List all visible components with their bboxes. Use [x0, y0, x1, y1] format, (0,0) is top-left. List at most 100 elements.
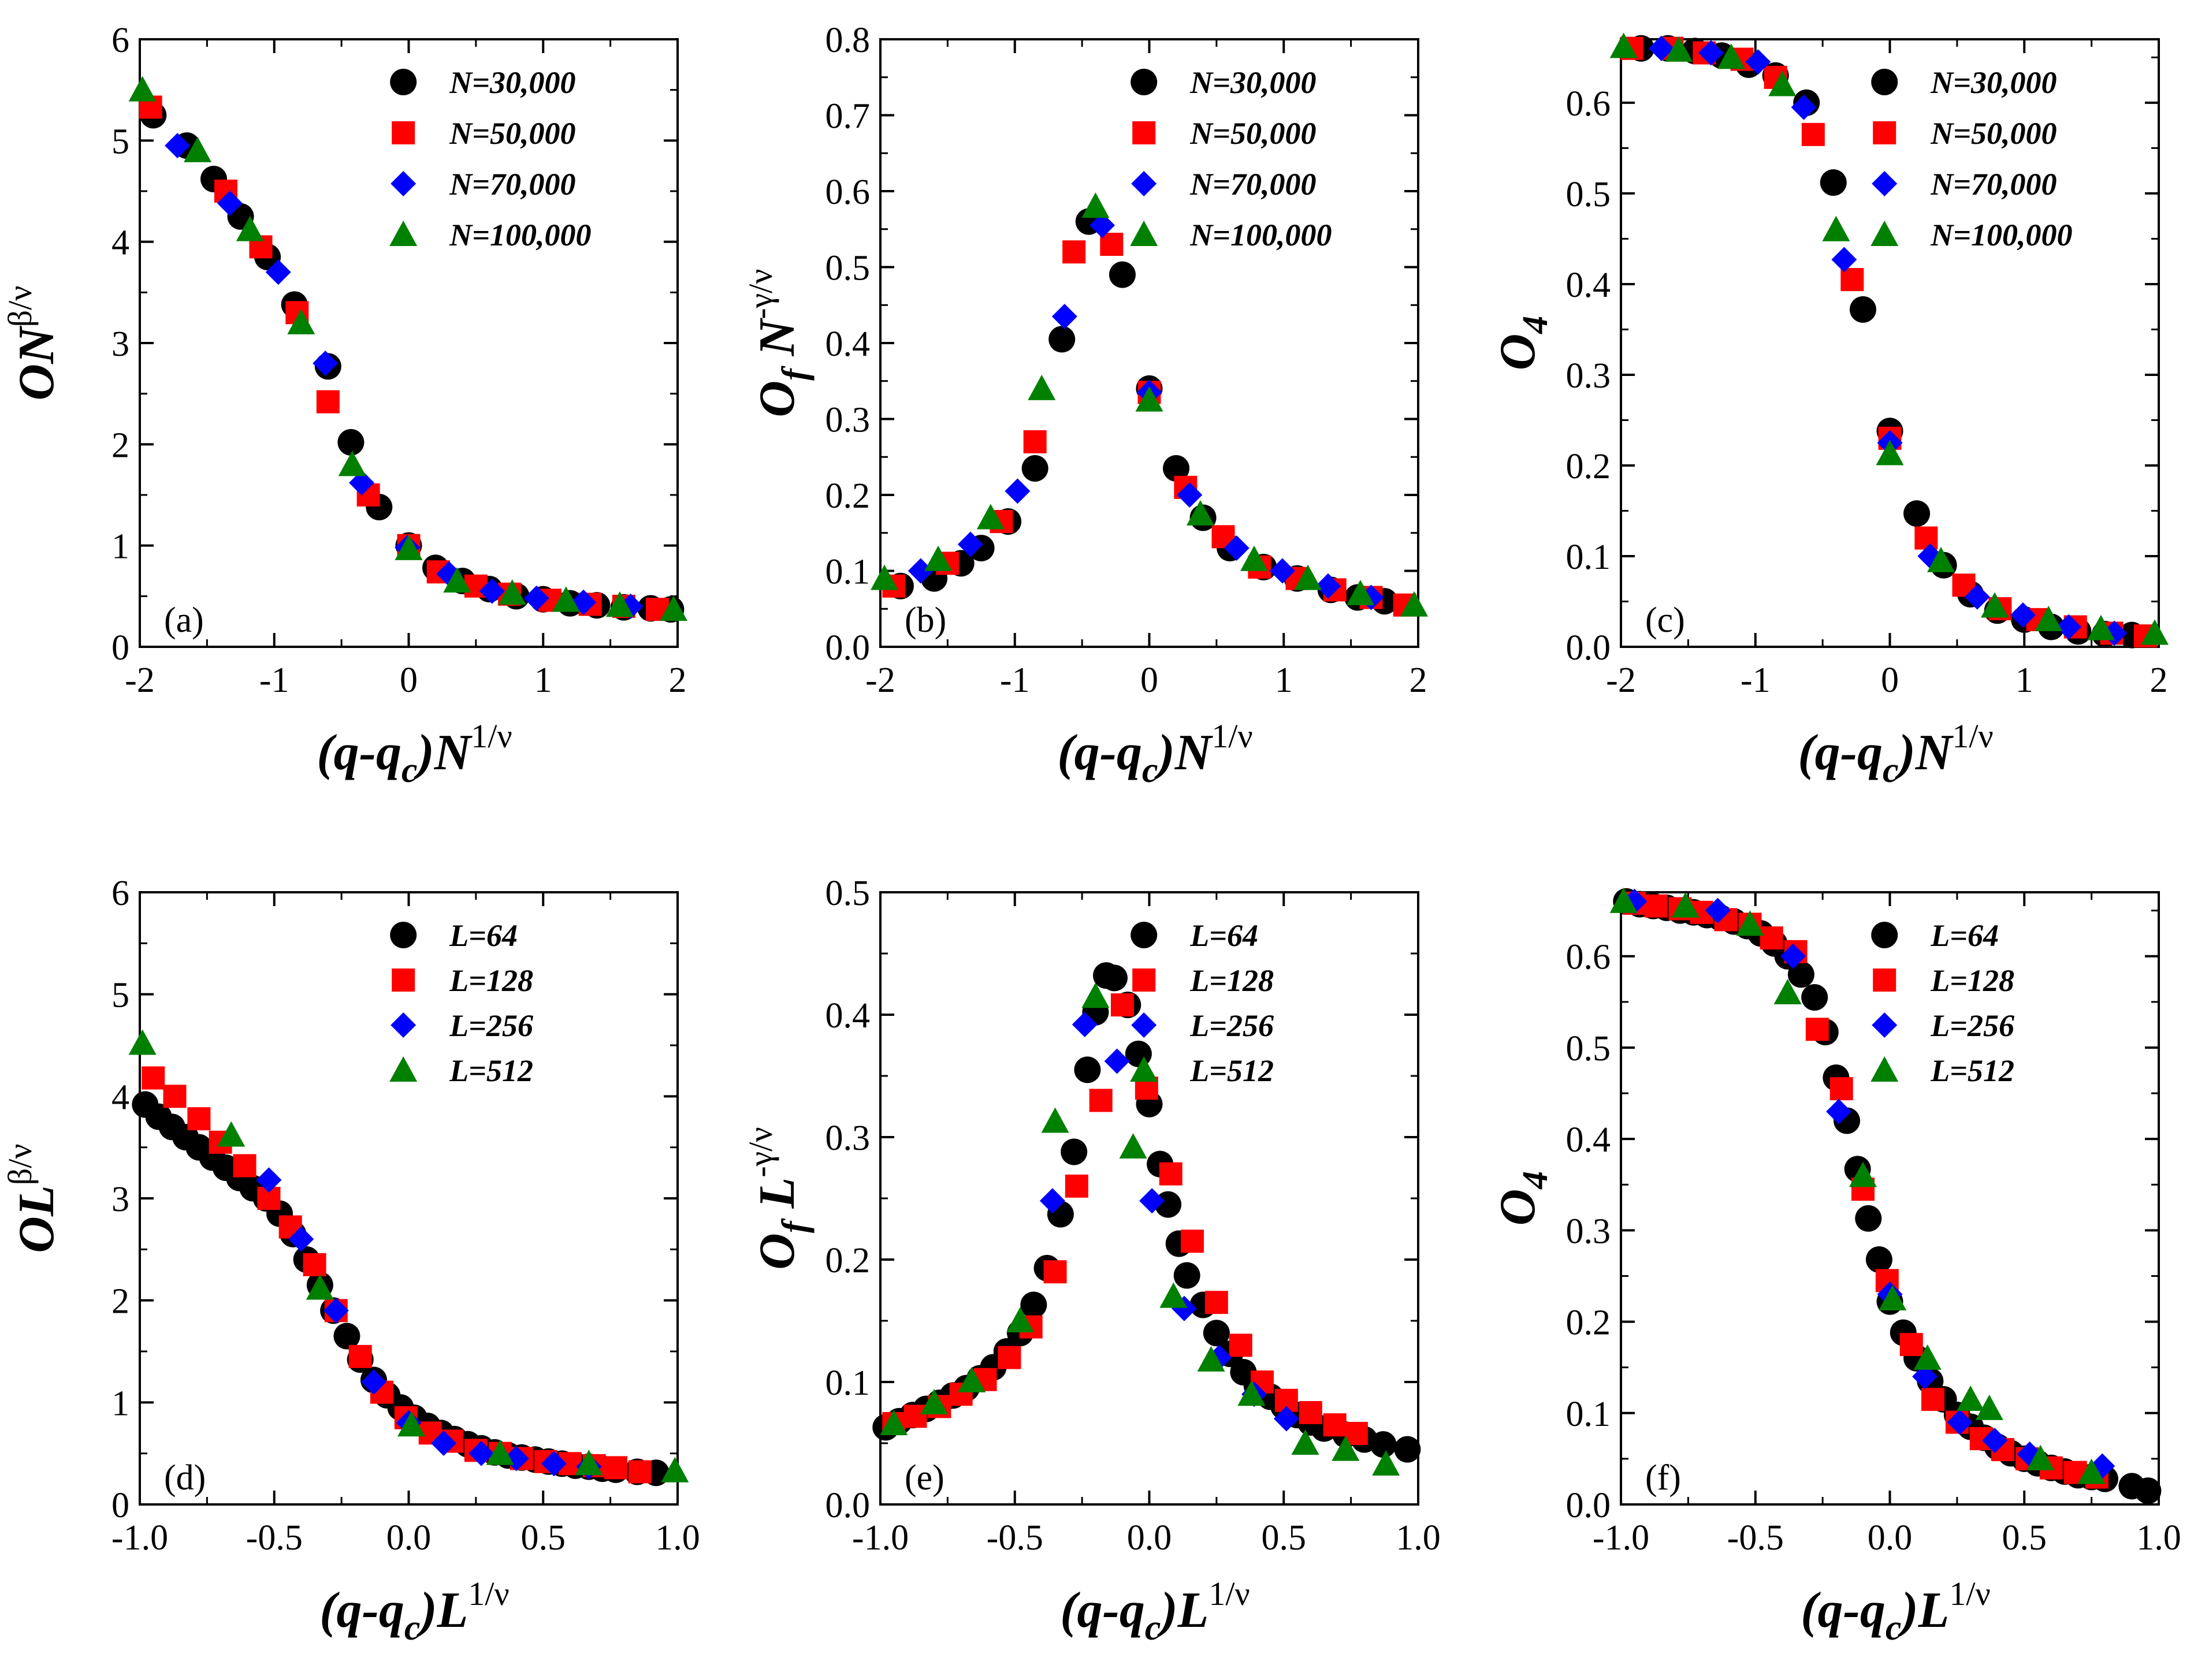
y-tick-label: 0.4 [825, 996, 871, 1035]
panel-b-legend: N=30,000 N=50,000 N=70,000 N=100,000 [1130, 65, 1332, 252]
circle-point [2134, 1477, 2162, 1504]
diamond-point [1051, 303, 1077, 329]
diamond-point [1698, 40, 1724, 66]
x-tick-label: -1 [1741, 661, 1771, 700]
x-tick-label: 0.0 [1868, 1518, 1913, 1558]
square-point [303, 1253, 326, 1276]
panel-tag: (f) [1645, 1458, 1681, 1498]
y-tick-label: 6 [111, 21, 129, 60]
legend-circle-icon [1871, 69, 1898, 95]
diamond-point [1104, 1048, 1130, 1074]
panel-c: -2 -1 0 1 2 0.0 0.1 0.2 0.3 0.4 0.5 0.6 N=30,000 N=50… [1490, 32, 2169, 790]
x-tick-label: 1.0 [655, 1518, 700, 1558]
y-tick-label: 0.2 [1566, 1303, 1611, 1343]
circle-point [333, 1323, 360, 1350]
triangle-point [395, 534, 423, 560]
y-tick-label: 0 [111, 1486, 129, 1525]
diamond-point [265, 259, 291, 285]
x-axis-label: (q-qc)L1/ν [1801, 1575, 1991, 1648]
square-point [1299, 1401, 1322, 1424]
x-tick-label: 0.5 [521, 1518, 566, 1558]
triangle-point [2077, 1458, 2106, 1484]
diamond-point [1273, 1406, 1299, 1432]
diamond-point [541, 1451, 567, 1477]
circle-point [1855, 1205, 1882, 1232]
panel-tag: (c) [1645, 601, 1685, 640]
triangle-point [1822, 215, 1850, 241]
triangle-point [976, 504, 1005, 530]
square-point [1023, 430, 1047, 453]
y-tick-label: 0.5 [825, 874, 871, 913]
legend-square-icon [1873, 121, 1896, 144]
square-point [903, 1405, 927, 1428]
diamond-point [1177, 482, 1203, 508]
diamond-point [288, 1226, 314, 1252]
legend-label: N=30,000 [449, 65, 575, 100]
triangle-point [1400, 591, 1429, 617]
panel-d: -1.0 -0.5 0.0 0.5 1.00123456L=64L=128L=256L=… [1, 874, 700, 1648]
legend-square-icon [392, 121, 415, 144]
legend-label: N=100,000 [449, 218, 591, 252]
triangle-point [1927, 546, 1955, 572]
x-axis-label: (q-qc)N1/ν [1057, 717, 1252, 790]
legend-circle-icon [390, 922, 417, 948]
square-point [1899, 1333, 1923, 1357]
panel-tag: (d) [164, 1458, 206, 1498]
square-point [1100, 233, 1124, 256]
x-tick-label: -0.5 [1727, 1518, 1784, 1558]
diamond-point [479, 578, 505, 604]
diamond-point [1912, 1364, 1938, 1390]
x-tick-label: 2 [1410, 661, 1427, 700]
diamond-point [217, 191, 243, 217]
triangle-point [128, 1029, 157, 1055]
y-tick-label: 0.1 [825, 553, 871, 592]
panel-tag: (b) [905, 601, 946, 640]
y-tick-label: 2 [111, 426, 129, 465]
x-tick-label: -2 [865, 661, 895, 700]
legend-label: L=128 [449, 963, 533, 998]
x-axis-label: (q-qc)L1/ν [1060, 1575, 1250, 1648]
legend-diamond-icon [1872, 171, 1898, 196]
y-tick-label: 0.3 [1566, 356, 1611, 396]
legend-label: N=50,000 [449, 116, 575, 151]
triangle-point [184, 136, 212, 162]
diamond-point [957, 531, 983, 557]
diamond-point [1315, 573, 1341, 599]
legend-label: N=30,000 [1930, 65, 2057, 100]
square-point [1229, 1333, 1252, 1357]
x-axis-label: (q-qc)N1/ν [1798, 717, 1993, 790]
circle-point [1125, 1040, 1152, 1067]
diamond-point [323, 1298, 349, 1324]
diamond-point [1005, 478, 1031, 504]
triangle-point [443, 567, 471, 593]
circle-point [1394, 1436, 1421, 1463]
legend-label: N=100,000 [1930, 218, 2072, 252]
diamond-point [523, 585, 549, 611]
legend-label: L=512 [1930, 1053, 2014, 1088]
x-tick-label: -2 [125, 661, 155, 700]
x-tick-label: -1.0 [111, 1518, 168, 1558]
legend-triangle-icon [1871, 1056, 1899, 1082]
triangle-point [1913, 1344, 1942, 1370]
y-tick-label: 5 [111, 122, 129, 161]
square-point [163, 1085, 187, 1108]
square-point [233, 1154, 256, 1178]
series-L=128 [1623, 891, 2109, 1489]
legend-label: N=100,000 [1189, 218, 1332, 252]
diamond-point [313, 351, 339, 377]
square-point [1805, 1018, 1829, 1041]
triangle-point [920, 1389, 949, 1415]
diamond-point [1705, 897, 1731, 923]
legend-diamond-icon [391, 1012, 417, 1038]
x-tick-label: 2 [2150, 661, 2168, 700]
legend-circle-icon [1131, 922, 1158, 948]
square-point [628, 1460, 652, 1484]
y-axis-label: ONβ/ν [1, 286, 65, 401]
x-tick-label: 1 [534, 661, 552, 700]
x-tick-label: 0.0 [1127, 1518, 1172, 1558]
panel-e-legend: L=64 L=128 L=256 L=512 [1130, 918, 1274, 1088]
diamond-point [1089, 213, 1115, 239]
legend-label: L=256 [449, 1008, 533, 1043]
triangle-point [1975, 1394, 2003, 1420]
triangle-point [1135, 386, 1163, 412]
